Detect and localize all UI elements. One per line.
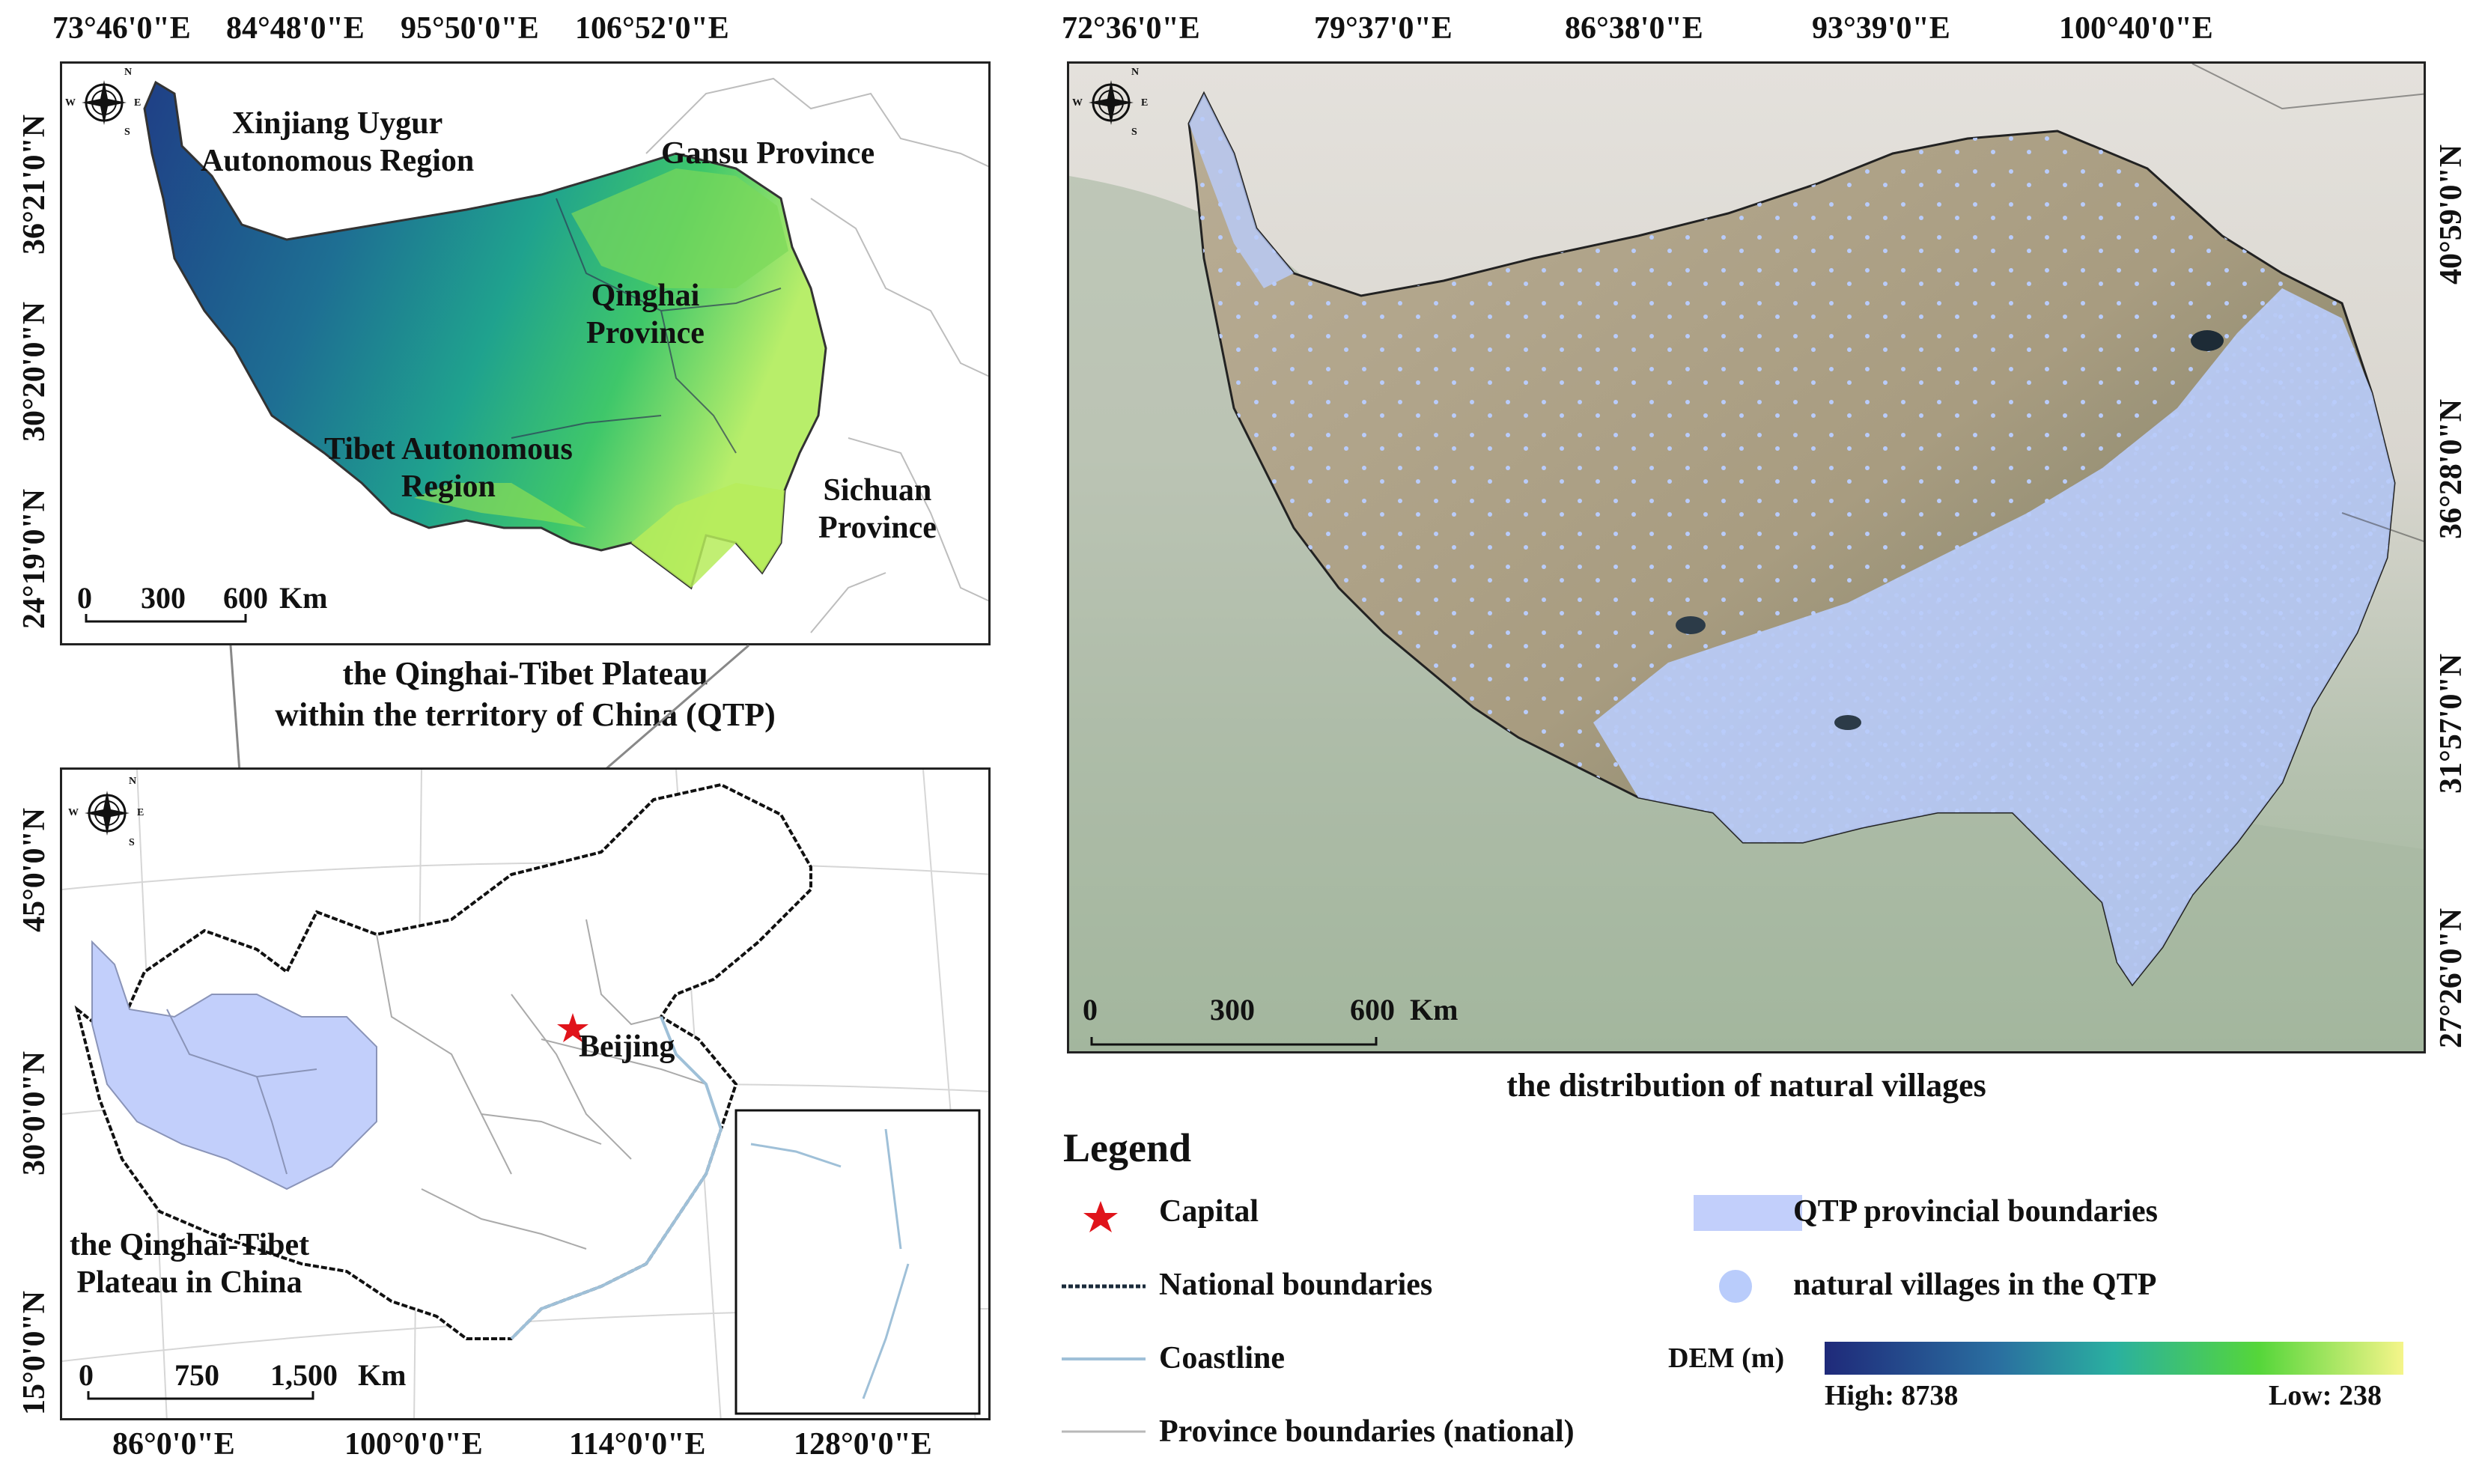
top-map-svg [82,77,988,633]
bottom-compass-icon [85,791,130,836]
top-compass-n: N [124,67,133,78]
south-china-sea-inset [734,1109,981,1415]
top-scale-bar [85,614,247,623]
right-compass-icon [1089,80,1134,125]
china-outline [74,782,812,1340]
top-compass-e: E [134,97,142,109]
top-coord-lat-2: 30°20'0"N [17,301,52,442]
top-scale-600: 600 [223,581,268,615]
dem-color-ramp [1825,1342,2403,1375]
legend-coastline-label: Coastline [1159,1341,1285,1375]
top-coord-lat-1: 36°21'0"N [17,114,52,255]
bottom-coord-lon-2: 100°0'0"E [344,1427,483,1462]
right-scale-600: 600 [1350,993,1395,1027]
bottom-scale-km: Km [358,1358,407,1392]
bottom-coord-lat-3: 15°0'0"N [17,1290,52,1415]
legend-national-boundaries-label: National boundaries [1159,1268,1433,1302]
right-map-caption: the distribution of natural villages [1506,1067,1986,1104]
right-scale-km: Km [1410,993,1458,1027]
label-sichuan: Sichuan Province [818,473,937,546]
bottom-map-frame: N S W E Beijing the Qinghai-Tibet Platea… [60,767,991,1420]
top-coord-lon-2: 84°48'0"E [226,11,365,46]
top-compass-s: S [124,127,130,138]
bottom-coord-lat-2: 30°0'0"N [17,1050,52,1176]
bottom-compass-n: N [129,776,137,787]
right-coord-lat-2: 36°28'0"N [2434,398,2469,539]
beijing-star-icon [557,1013,588,1042]
right-compass-n: N [1131,67,1140,78]
right-compass-e: E [1141,97,1149,109]
right-map-svg [1069,64,2424,1051]
legend-capital-star-icon [1083,1201,1118,1232]
top-coord-lon-4: 106°52'0"E [575,11,729,46]
top-compass-icon [82,80,127,125]
label-xinjiang: Xinjiang Uygur Autonomous Region [201,106,475,179]
right-coord-lon-2: 79°37'0"E [1314,11,1453,46]
top-scale-km: Km [279,581,328,615]
legend-title: Legend [1063,1125,1192,1170]
right-coord-lon-4: 93°39'0"E [1812,11,1950,46]
bottom-coord-lon-4: 128°0'0"E [794,1427,932,1462]
legend-province-boundaries-label: Province boundaries (national) [1159,1414,1575,1449]
legend-dem-label: DEM (m) [1668,1342,1785,1374]
bottom-compass-w: W [68,807,79,818]
top-map-frame: N S W E Xinjiang Uygur Autonomous Region… [60,61,991,645]
bottom-map-svg [62,770,988,1418]
right-coord-lat-1: 40°59'0"N [2434,144,2469,285]
qtp-fill-region [91,940,377,1190]
top-map-caption: the Qinghai-Tibet Plateau within the ter… [275,655,776,733]
top-coord-lon-3: 95°50'0"E [401,11,539,46]
label-qinghai: Qinghai Province [586,279,705,351]
right-compass-w: W [1072,97,1083,109]
label-beijing: Beijing [579,1030,675,1064]
top-compass-w: W [65,97,76,109]
legend-capital-label: Capital [1159,1194,1259,1229]
bottom-scale-0: 0 [79,1358,94,1392]
right-scale-bar [1090,1037,1378,1046]
right-compass-s: S [1131,127,1137,138]
right-coord-lon-1: 72°36'0"E [1062,11,1200,46]
legend-qtp-boundaries-label: QTP provincial boundaries [1793,1194,2158,1229]
right-coord-lon-3: 86°38'0"E [1565,11,1703,46]
right-scale-300: 300 [1210,993,1255,1027]
label-qtp-in-china: the Qinghai-Tibet Plateau in China [70,1228,310,1301]
bottom-coord-lon-1: 86°0'0"E [112,1427,235,1462]
province-boundaries [645,77,988,633]
bottom-compass-e: E [137,807,145,818]
label-tibet: Tibet Autonomous Region [324,432,573,505]
right-map-frame: N S W E 0 300 600 Km [1067,61,2426,1053]
bottom-scale-1500: 1,500 [270,1358,338,1392]
bottom-scale-bar [87,1391,314,1400]
right-coord-lat-3: 31°57'0"N [2434,653,2469,794]
top-coord-lat-3: 24°19'0"N [17,488,52,629]
bottom-coord-lon-3: 114°0'0"E [569,1427,706,1462]
right-coord-lat-4: 27°26'0"N [2434,907,2469,1048]
top-coord-lon-1: 73°46'0"E [52,11,191,46]
top-scale-300: 300 [141,581,186,615]
legend-dem-low: Low: 238 [2269,1380,2382,1411]
legend-dem-high: High: 8738 [1825,1380,1959,1411]
label-gansu: Gansu Province [661,136,875,171]
legend-villages-label: natural villages in the QTP [1793,1268,2157,1302]
top-scale-0: 0 [77,581,92,615]
bottom-coord-lat-1: 45°0'0"N [17,807,52,932]
right-scale-0: 0 [1083,993,1098,1027]
bottom-compass-s: S [129,837,135,848]
bottom-scale-750: 750 [174,1358,219,1392]
right-coord-lon-5: 100°40'0"E [2059,11,2213,46]
